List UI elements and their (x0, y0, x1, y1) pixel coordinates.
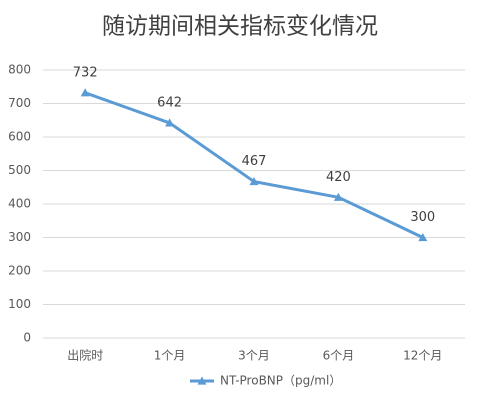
y-tick-label: 0 (23, 331, 31, 345)
chart-title: 随访期间相关指标变化情况 (102, 14, 378, 40)
marker (165, 118, 175, 127)
y-tick-label: 100 (8, 297, 31, 311)
y-tick-label: 500 (8, 163, 31, 177)
x-tick-label: 6个月 (323, 349, 355, 363)
x-tick-label: 12个月 (403, 349, 442, 363)
y-tick-label: 400 (8, 197, 31, 211)
marker (249, 177, 259, 186)
data-label: 467 (242, 154, 267, 169)
y-tick-label: 200 (8, 264, 31, 278)
x-tick-label: 3个月 (238, 349, 270, 363)
y-tick-label: 600 (8, 130, 31, 144)
data-label: 420 (326, 170, 351, 185)
marker (80, 88, 90, 97)
y-tick-label: 700 (8, 96, 31, 110)
marker (333, 192, 343, 201)
data-label: 300 (410, 210, 435, 225)
y-tick-label: 800 (8, 63, 31, 77)
x-tick-label: 1个月 (154, 349, 186, 363)
data-label: 642 (157, 95, 182, 110)
y-tick-label: 300 (8, 230, 31, 244)
marker (418, 233, 428, 242)
x-tick-label: 出院时 (67, 349, 103, 363)
data-label: 732 (73, 65, 98, 80)
legend-label: NT-ProBNP（pg/ml） (220, 374, 341, 388)
legend-marker (197, 376, 207, 385)
